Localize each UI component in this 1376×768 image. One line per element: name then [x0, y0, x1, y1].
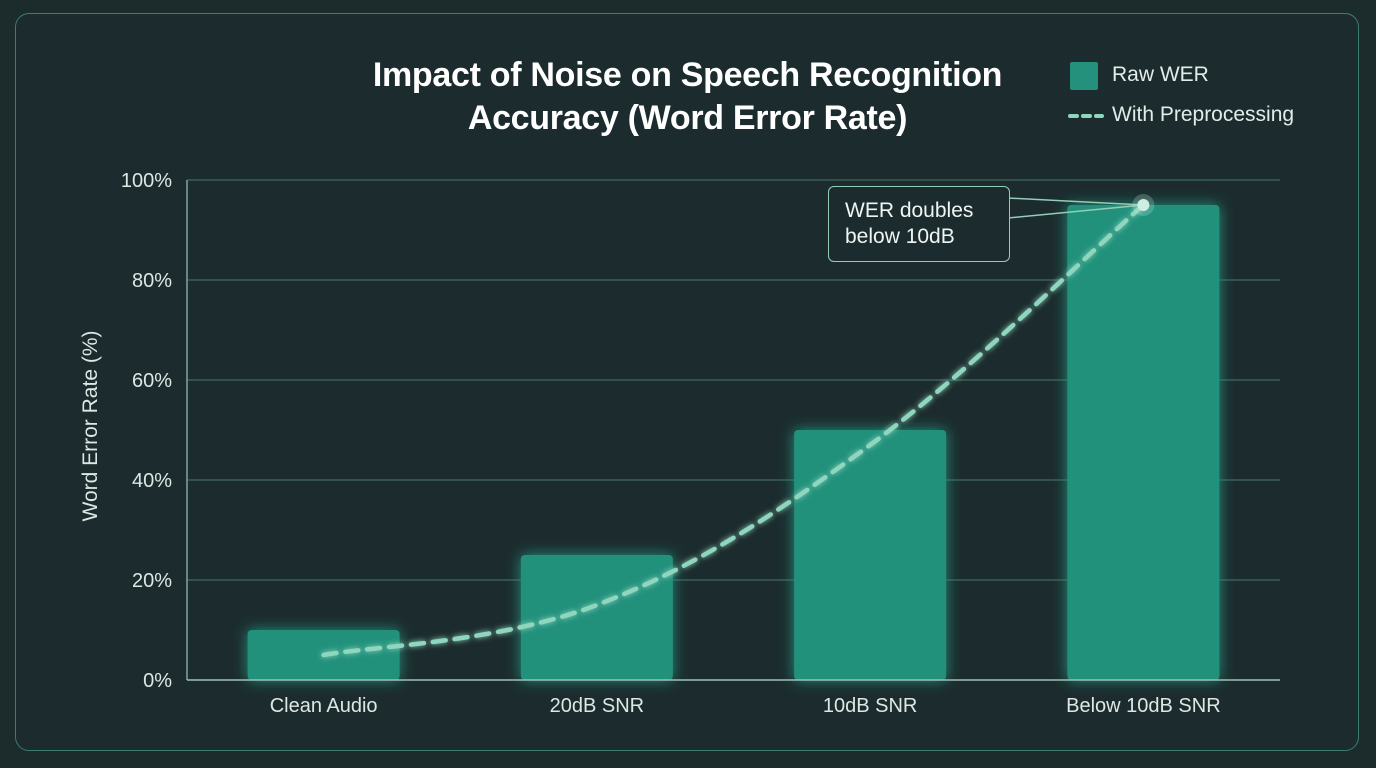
- y-tick-label: 20%: [132, 570, 172, 592]
- annotation-line-1: WER doubles: [845, 199, 974, 222]
- chart-title-line-2: Accuracy (Word Error Rate): [467, 99, 908, 137]
- legend-label-with-preprocessing: With Preprocessing: [1112, 103, 1295, 126]
- y-tick-label: 100%: [121, 170, 172, 192]
- x-tick-label: 20dB SNR: [550, 695, 645, 717]
- bar-20db-snr: [520, 555, 673, 680]
- chart-title-line-1: Impact of Noise on Speech Recognition: [372, 56, 1003, 94]
- y-tick-label: 0%: [143, 670, 172, 692]
- legend-label-raw-wer: Raw WER: [1112, 63, 1209, 86]
- x-tick-label: Below 10dB SNR: [1066, 695, 1221, 717]
- line-endpoint-marker: [1137, 199, 1150, 211]
- chart-title: Impact of Noise on Speech Recognition Ac…: [330, 54, 1045, 140]
- x-tick-label: 10dB SNR: [823, 695, 918, 717]
- annotation-box: WER doubles below 10dB: [828, 186, 1010, 262]
- x-tick-label: Clean Audio: [270, 695, 378, 717]
- line-with-preprocessing: [321, 202, 1146, 658]
- bar-10db-snr: [794, 430, 947, 680]
- y-tick-label: 80%: [132, 270, 172, 292]
- legend-swatch-bar: [1070, 62, 1098, 90]
- y-tick-label: 40%: [132, 470, 172, 492]
- annotation-leader-top: [1007, 197, 1144, 206]
- annotation-line-2: below 10dB: [845, 225, 955, 248]
- bar-below-10db-snr: [1067, 205, 1220, 680]
- y-tick-label: 60%: [132, 370, 172, 392]
- legend-swatch-dashed-line: [1068, 114, 1104, 118]
- annotation-leader-bottom: [1007, 204, 1144, 219]
